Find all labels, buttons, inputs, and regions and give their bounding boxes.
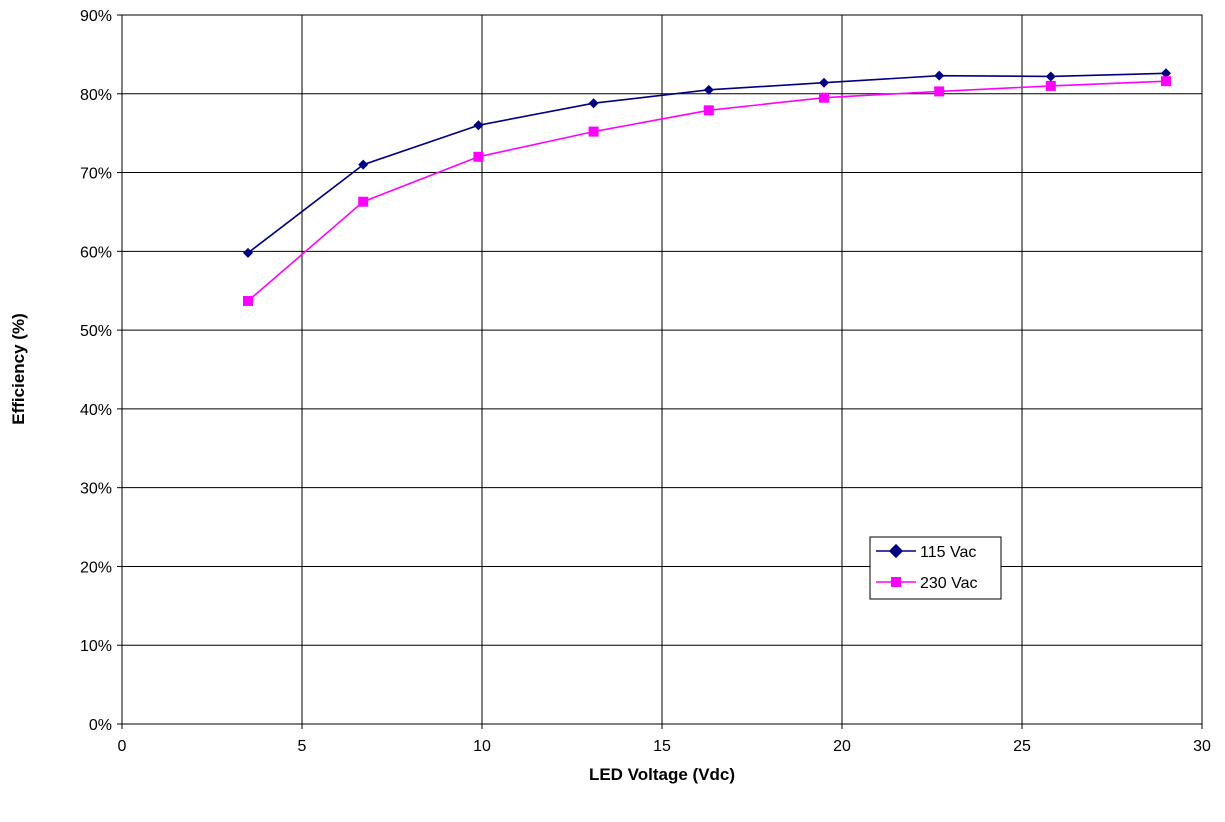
data-point-115-vac (934, 70, 945, 81)
legend-label-115: 115 Vac (920, 544, 976, 561)
legend: 115 Vac 230 Vac (869, 536, 1002, 600)
x-tick-label: 20 (833, 738, 851, 755)
y-tick-label: 80% (80, 87, 112, 104)
legend-marker-115 (888, 543, 904, 559)
data-point-230-vac (934, 86, 945, 97)
data-point-230-vac (819, 92, 829, 103)
y-axis-ticks: 0% 10% 20% 30% 40% 50% 60% 70% 80% 90% (80, 8, 122, 734)
x-tick-label: 0 (118, 738, 127, 755)
data-point-115-vac (473, 120, 484, 131)
data-point-230-vac (358, 196, 369, 207)
x-tick-label: 15 (653, 738, 671, 755)
data-point-115-vac (819, 77, 829, 88)
data-point-230-vac (588, 126, 599, 137)
y-tick-label: 10% (80, 638, 112, 655)
y-tick-label: 20% (80, 559, 112, 576)
y-axis-title: Efficiency (%) (9, 313, 28, 424)
x-tick-label: 30 (1193, 738, 1211, 755)
data-point-115-vac (703, 84, 714, 95)
data-point-115-vac (588, 98, 599, 109)
y-tick-label: 0% (89, 717, 112, 734)
y-tick-label: 30% (80, 481, 112, 498)
y-tick-label: 60% (80, 244, 112, 261)
y-tick-label: 90% (80, 8, 112, 25)
legend-label-230: 230 Vac (920, 575, 978, 592)
y-tick-label: 70% (80, 166, 112, 183)
data-point-230-vac (1045, 80, 1056, 91)
x-axis-title: LED Voltage (Vdc) (589, 765, 735, 784)
data-point-115-vac (243, 247, 253, 258)
data-point-230-vac (243, 295, 253, 306)
data-point-230-vac (1161, 76, 1171, 87)
y-tick-label: 50% (80, 323, 112, 340)
data-point-230-vac (473, 151, 484, 162)
legend-marker-230 (891, 577, 901, 587)
x-tick-label: 10 (473, 738, 491, 755)
x-tick-label: 5 (298, 738, 307, 755)
data-point-230-vac (703, 105, 714, 116)
data-point-115-vac (358, 159, 369, 170)
data-point-115-vac (1045, 71, 1056, 82)
series-group (243, 68, 1171, 306)
legend-box (869, 536, 1002, 600)
data-point-115-vac (1161, 68, 1171, 79)
y-tick-label: 40% (80, 402, 112, 419)
x-axis-ticks: 0 5 10 15 20 25 30 (118, 724, 1211, 755)
x-tick-label: 25 (1013, 738, 1031, 755)
